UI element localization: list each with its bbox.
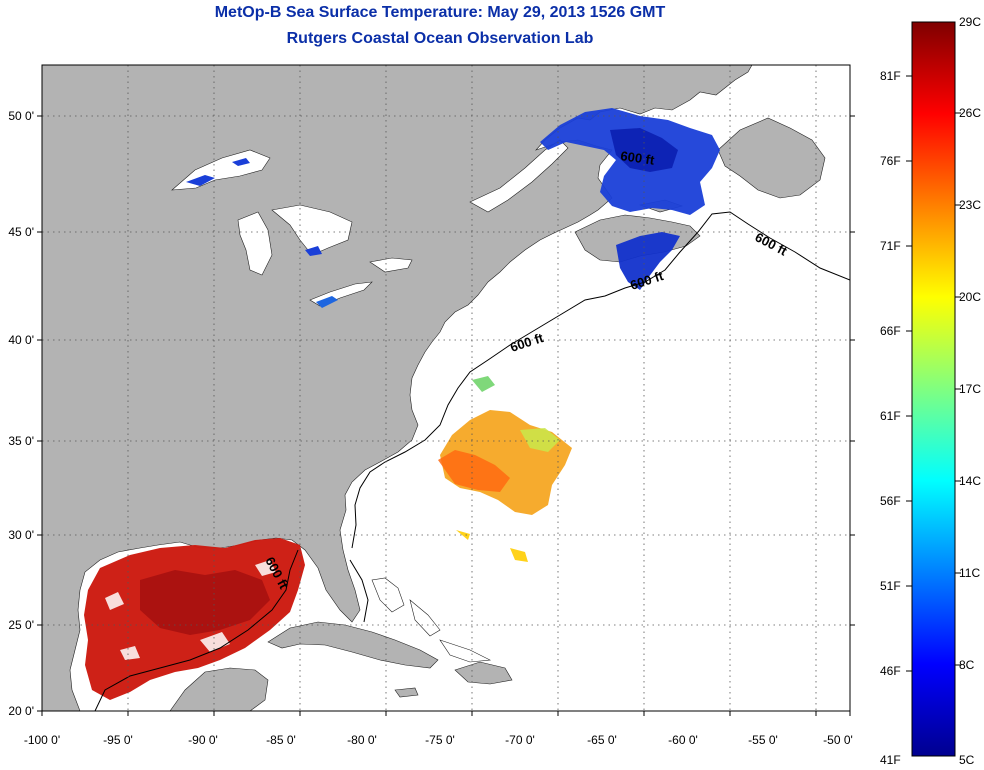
- lake-michigan: [237, 211, 273, 276]
- land-newfoundland: [717, 117, 826, 199]
- colorbar-f-label: 41F: [880, 753, 901, 767]
- lake-ontario: [369, 257, 413, 273]
- colorbar-c-label: 8C: [959, 658, 975, 672]
- colorbar-f-label: 61F: [880, 409, 901, 423]
- contour-label-gulf-st-lawrence: 600 ft: [620, 148, 656, 168]
- colorbar-f-label: 51F: [880, 579, 901, 593]
- sst-yellow-specks: [456, 530, 528, 562]
- sst-gulf-stream-warm: [438, 450, 510, 492]
- colorbar-c-label: 29C: [959, 15, 981, 29]
- sst-lake-michigan: [305, 246, 322, 256]
- map-subtitle: Rutgers Coastal Ocean Observation Lab: [286, 30, 594, 47]
- contour-600ft: [94, 211, 850, 711]
- lon-tick-label: -55 0': [748, 733, 778, 747]
- colorbar-f-label: 66F: [880, 324, 901, 338]
- land-yucatan: [169, 667, 269, 711]
- sst-gulf-stream-cool: [520, 428, 560, 452]
- sst-north-patch: [472, 376, 495, 392]
- sst-lake-superior: [186, 158, 250, 186]
- land-hispaniola: [454, 661, 513, 685]
- map-title: MetOp-B Sea Surface Temperature: May 29,…: [214, 4, 666, 21]
- colorbar-f-label: 81F: [880, 69, 901, 83]
- sst-gulf-st-lawrence-deep: [610, 128, 678, 172]
- colorbar-f-label: 76F: [880, 154, 901, 168]
- sst-lake-erie: [316, 296, 338, 308]
- lat-tick-label: 20 0': [8, 704, 34, 718]
- lat-tick-label: 40 0': [8, 333, 34, 347]
- land-bahamas: [371, 577, 492, 663]
- colorbar-f-label: 71F: [880, 239, 901, 253]
- colorbar-c-label: 17C: [959, 382, 981, 396]
- colorbar-c-label: 11C: [959, 566, 980, 580]
- lon-axis: -100 0' -95 0' -90 0' -85 0' -80 0' -75 …: [24, 711, 853, 747]
- map-frame: [41, 64, 851, 712]
- colorbar-c-label: 14C: [959, 474, 981, 488]
- land-jamaica: [394, 687, 419, 698]
- lon-tick-label: -95 0': [103, 733, 133, 747]
- colorbar-c-label: 20C: [959, 290, 981, 304]
- lat-tick-label: 30 0': [8, 528, 34, 542]
- colorbar-f-label: 46F: [880, 664, 901, 678]
- lat-tick-label: 35 0': [8, 434, 34, 448]
- lon-tick-label: -65 0': [587, 733, 617, 747]
- lat-tick-label: 45 0': [8, 225, 34, 239]
- colorbar-c-label: 5C: [959, 753, 975, 767]
- colorbar: 81F 76F 71F 66F 61F 56F 51F 46F 41F 29C …: [880, 15, 981, 767]
- lat-tick-label: 25 0': [8, 618, 34, 632]
- colorbar-c-label: 26C: [959, 106, 981, 120]
- lat-tick-label: 50 0': [8, 109, 34, 123]
- colorbar-f-label: 56F: [880, 494, 901, 508]
- colorbar-gradient: [911, 21, 956, 757]
- lake-huron: [271, 204, 353, 256]
- st-lawrence: [469, 139, 569, 213]
- lon-tick-label: -100 0': [24, 733, 60, 747]
- sst-gom-hot: [140, 570, 270, 635]
- lon-tick-label: -70 0': [505, 733, 535, 747]
- colorbar-c-label: 23C: [959, 198, 981, 212]
- sst-gom-gaps: [105, 560, 276, 660]
- lon-tick-label: -80 0': [347, 733, 377, 747]
- sst-scotian-shelf: [616, 232, 680, 290]
- lon-tick-label: -60 0': [668, 733, 698, 747]
- lon-tick-label: -50 0': [823, 733, 853, 747]
- lon-tick-label: -90 0': [188, 733, 218, 747]
- lon-tick-label: -85 0': [266, 733, 296, 747]
- land-cuba: [267, 621, 439, 669]
- lon-tick-label: -75 0': [425, 733, 455, 747]
- lat-axis: 50 0' 45 0' 40 0' 35 0' 30 0' 25 0' 20 0…: [8, 109, 855, 718]
